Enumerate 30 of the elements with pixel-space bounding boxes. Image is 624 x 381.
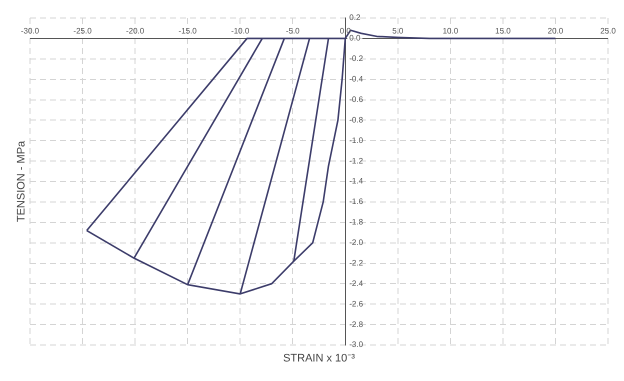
y-tick-label: -2.6 [349,299,364,308]
y-tick-label: -0.8 [349,115,364,124]
y-tick-label: -0.4 [349,74,364,84]
y-tick-label: -3.0 [349,340,364,350]
x-tick-label: -10.0 [231,26,250,36]
y-tick-label: -2.8 [349,320,364,329]
x-tick-label: -5.0 [286,26,300,36]
x-tick-label: -15.0 [178,26,198,36]
y-tick-label: -0.2 [349,54,364,64]
x-tick-label: -25.0 [73,26,92,36]
x-tick-label: 15.0 [495,26,512,36]
y-tick-label: -0.6 [349,94,364,104]
x-tick-label: -20.0 [126,26,145,36]
y-tick-label: -1.0 [349,136,364,145]
y-tick-label: -1.6 [349,197,364,206]
y-tick-label: -2.2 [349,258,364,268]
y-tick-label: 0.0 [349,34,361,43]
x-tick-label: 25.0 [600,26,616,36]
x-tick-label: -30.0 [20,26,40,36]
y-tick-label: -1.8 [349,218,364,227]
y-tick-label: -2.4 [349,278,364,288]
y-tick-label: -1.4 [349,176,364,186]
x-axis-title: STRAIN x 10⁻³ [283,352,356,365]
x-tick-label: 20.0 [548,26,564,36]
y-axis-title: TENSION - MPa [16,140,28,222]
y-tick-label: 0.2 [349,13,361,22]
y-tick-label: -1.2 [349,156,364,166]
x-tick-label: 10.0 [442,26,459,36]
x-tick-label: 5.0 [392,26,404,36]
y-tick-label: -2.0 [349,238,364,248]
